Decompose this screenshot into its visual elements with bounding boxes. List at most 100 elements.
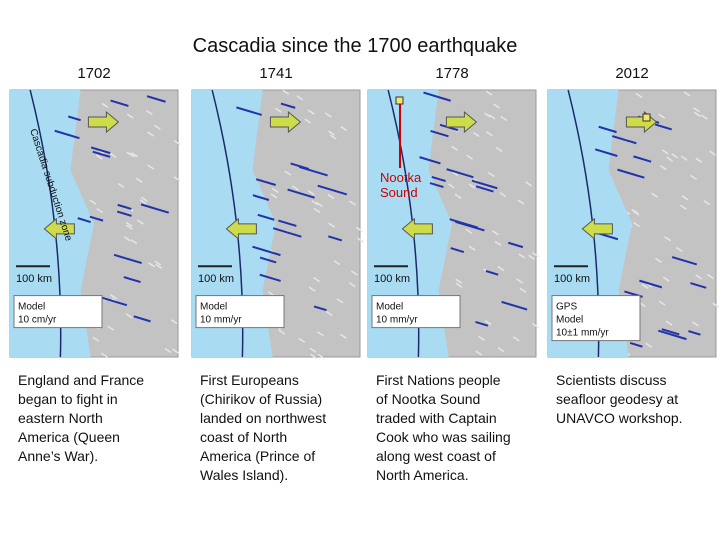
terrain [282,89,290,95]
terrain [478,335,485,341]
legend-box [195,295,285,329]
velocity-arrow [449,218,478,229]
terrain [659,165,667,171]
caption-line: began to fight in [18,391,118,407]
terrain [700,114,708,120]
caption-line: UNAVCO workshop. [556,410,683,426]
terrain [117,182,125,189]
velocity-arrow [423,91,451,102]
terrain [96,207,104,214]
terrain [307,190,315,196]
velocity-arrow [146,95,166,103]
terrain [327,193,335,200]
legend-text: 10 mm/yr [200,315,242,326]
terrain [348,282,356,288]
legend-text: 10 mm/yr [376,315,418,326]
terrain [278,329,286,335]
terrain [271,187,279,194]
terrain [532,252,539,258]
velocity-arrow [257,213,275,221]
terrain [131,152,139,158]
terrain [173,139,181,146]
legend-text: GPS [556,302,577,313]
terrain [692,321,699,327]
velocity-arrow [598,125,617,134]
caption-line: (Chirikov of Russia) [200,391,322,407]
velocity-arrow [236,106,263,116]
terrain [147,164,155,170]
velocity-arrow [431,175,446,183]
caption-line: First Nations people [376,372,501,388]
velocity-arrow [611,135,637,145]
terrain [518,253,526,259]
panel-year: 2012 [615,65,648,82]
terrain [655,257,662,263]
terrain [631,208,639,215]
terrain [310,353,318,360]
velocity-arrow [658,329,687,341]
terrain [170,319,178,325]
terrain [355,226,363,232]
terrain [154,260,162,266]
terrain [315,201,323,208]
scale-label: 100 km [198,273,234,285]
terrain [349,200,356,206]
velocity-arrow [471,179,498,190]
terrain [455,278,463,284]
velocity-arrow [90,146,111,155]
velocity-arrow [661,328,680,336]
caption-line: Wales Island). [200,467,288,483]
terrain [308,286,316,292]
velocity-arrow [475,321,489,327]
terrain [487,171,495,178]
velocity-arrow [54,129,80,140]
terrain [485,90,493,96]
terrain [447,183,455,189]
terrain [454,193,462,199]
velocity-arrow [117,203,132,210]
velocity-arrow [259,256,277,264]
terrain [693,107,700,113]
terrain [130,239,138,245]
terrain [126,224,133,230]
velocity-arrow [475,185,494,193]
terrain [313,207,321,214]
terrain [451,145,458,151]
terrain [92,336,100,342]
terrain [671,153,679,159]
terrain [641,283,649,290]
terrain [485,131,493,137]
terrain [311,200,319,206]
site-label: Sound [380,185,418,200]
terrain [658,300,666,306]
terrain [488,114,496,120]
velocity-arrow [317,184,348,196]
map: 100 km GPS Model 10±1 mm/yr [547,89,720,358]
scale-label: 100 km [554,273,590,285]
terrain [329,134,337,140]
velocity-arrow [110,99,129,107]
terrain [328,130,335,136]
caption-line: Anne’s War). [18,448,98,464]
velocity-arrow [272,227,302,238]
terrain [153,124,161,130]
terrain [123,236,131,242]
terrain [465,228,473,234]
legend-text: Model [376,302,403,313]
terrain [145,109,153,116]
slide-title: Cascadia since the 1700 earthquake [193,35,518,57]
terrain [525,181,533,187]
terrain [491,230,499,236]
velocity-arrow [594,148,618,157]
velocity-arrow [485,270,499,276]
terrain [313,277,320,283]
velocity-arrow [113,253,142,265]
terrain [495,146,503,153]
scale-label: 100 km [16,273,52,285]
caption-line: America (Queen [18,429,120,445]
terrain [296,95,304,101]
caption-line: traded with Captain [376,410,497,426]
